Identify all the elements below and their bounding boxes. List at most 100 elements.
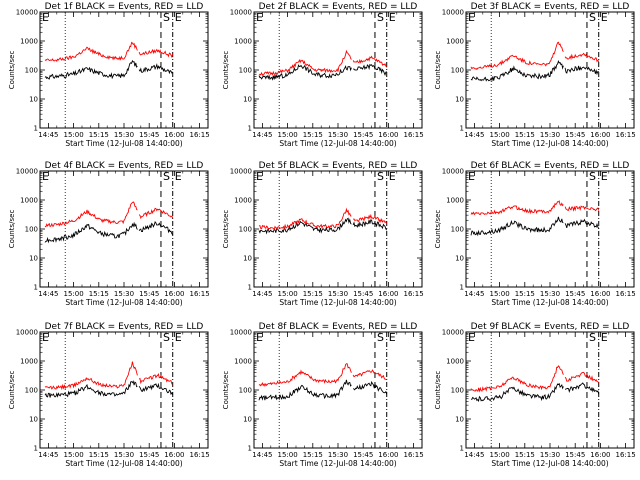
x-tick-label: 15:45 [565, 451, 585, 459]
y-tick-label: 100 [25, 67, 38, 75]
panel-3: Det 3f BLACK = Events, RED = LLD 1 10 100 10… [434, 2, 636, 148]
lld-series-line [44, 41, 138, 62]
x-tick-label: 15:00 [278, 451, 298, 459]
x-tick-label: 15:30 [328, 451, 348, 459]
y-tick-label: 10 [455, 255, 464, 263]
y-tick-label: 100 [25, 387, 38, 395]
marker-label-S: S [377, 11, 384, 24]
x-tick-label: 14:45 [252, 131, 272, 139]
y-tick-label: 10 [455, 96, 464, 104]
x-axis-label: Start Time (12-Jul-08 14:40:00) [65, 139, 182, 148]
x-tick-label: 15:00 [490, 290, 510, 298]
y-tick-label: 10 [243, 96, 252, 104]
marker-label-E: E [175, 170, 182, 183]
panel-1: Det 1f BLACK = Events, RED = LLD 1 10 100 10… [8, 2, 210, 148]
events-series-line [258, 379, 352, 401]
x-tick-label: 15:30 [114, 131, 134, 139]
marker-label-E: E [601, 331, 608, 344]
x-axis-label: Start Time (12-Jul-08 14:40:00) [279, 298, 396, 307]
x-tick-label: 15:15 [515, 131, 535, 139]
panel-title: Det 7f BLACK = Events, RED = LLD [45, 322, 204, 332]
lld-series-line [44, 361, 138, 391]
lld-series-line [352, 55, 388, 68]
x-tick-label: 14:45 [38, 451, 58, 459]
x-tick-label: 16:00 [378, 451, 398, 459]
x-axis-label: Start Time (12-Jul-08 14:40:00) [491, 298, 608, 307]
x-tick-label: 15:00 [278, 131, 298, 139]
events-series-line [352, 219, 388, 231]
events-series-line [44, 221, 138, 244]
y-tick-label: 10000 [442, 329, 464, 337]
events-series-line [138, 63, 174, 75]
x-tick-label: 16:00 [378, 131, 398, 139]
y-tick-label: 100 [239, 226, 252, 234]
events-series-line [470, 382, 564, 403]
x-tick-label: 16:00 [164, 451, 184, 459]
lld-series-line [138, 373, 173, 385]
x-tick-label: 15:00 [278, 290, 298, 298]
marker-label-S: S [377, 331, 384, 344]
lld-series-line [564, 205, 600, 212]
marker-label-S: S [589, 11, 596, 24]
x-tick-label: 16:15 [190, 451, 210, 459]
events-series-line [564, 65, 599, 76]
x-tick-label: 15:45 [565, 131, 585, 139]
marker-label-E: E [601, 170, 608, 183]
lld-series-line [353, 213, 388, 225]
panel-9: Det 9f BLACK = Events, RED = LLD 1 10 100 10… [434, 322, 636, 468]
x-axis-label: Start Time (12-Jul-08 14:40:00) [279, 459, 396, 468]
x-tick-label: 16:00 [164, 290, 184, 298]
marker-label-S: S [589, 170, 596, 183]
marker-label-E: E [389, 331, 396, 344]
y-tick-label: 1000 [20, 197, 38, 205]
marker-label-S: S [163, 11, 170, 24]
y-tick-label: 1 [460, 445, 464, 453]
x-tick-label: 14:45 [464, 131, 484, 139]
y-axis-label: Counts/sec [8, 210, 16, 249]
y-tick-label: 1 [248, 445, 252, 453]
x-tick-label: 15:30 [540, 131, 560, 139]
x-tick-label: 16:00 [378, 290, 398, 298]
x-axis-label: Start Time (12-Jul-08 14:40:00) [491, 459, 608, 468]
y-tick-label: 100 [451, 226, 464, 234]
events-series-line [44, 59, 138, 80]
marker-label-S: S [377, 170, 384, 183]
x-tick-label: 16:00 [590, 290, 610, 298]
x-tick-label: 15:15 [89, 290, 109, 298]
marker-label-E: E [256, 11, 263, 24]
y-tick-label: 100 [239, 387, 252, 395]
x-tick-label: 15:15 [515, 290, 535, 298]
y-tick-label: 10 [29, 416, 38, 424]
y-tick-label: 1000 [446, 38, 464, 46]
x-axis-label: Start Time (12-Jul-08 14:40:00) [491, 139, 608, 148]
x-tick-label: 16:15 [404, 290, 424, 298]
panel-title: Det 3f BLACK = Events, RED = LLD [471, 2, 630, 12]
panel-title: Det 4f BLACK = Events, RED = LLD [45, 161, 204, 171]
lld-series-line [258, 207, 352, 231]
y-tick-label: 10000 [230, 168, 252, 176]
y-tick-label: 1000 [20, 38, 38, 46]
x-tick-label: 15:45 [139, 131, 159, 139]
x-tick-label: 15:15 [303, 131, 323, 139]
panel-6: Det 6f BLACK = Events, RED = LLD 1 10 100 10… [434, 161, 636, 307]
y-tick-label: 1000 [234, 38, 252, 46]
x-tick-label: 15:30 [114, 290, 134, 298]
x-tick-label: 15:45 [139, 451, 159, 459]
marker-label-S: S [589, 331, 596, 344]
x-tick-label: 16:15 [616, 451, 636, 459]
x-tick-label: 15:30 [328, 290, 348, 298]
x-tick-label: 15:45 [353, 131, 373, 139]
y-tick-label: 100 [25, 226, 38, 234]
x-tick-label: 15:00 [64, 451, 84, 459]
y-tick-label: 1000 [446, 197, 464, 205]
x-tick-label: 15:45 [353, 290, 373, 298]
y-tick-label: 10000 [230, 9, 252, 17]
events-series-line [564, 382, 600, 395]
lld-series-line [470, 365, 564, 393]
events-series-line [258, 217, 352, 235]
events-series-line [470, 216, 564, 237]
y-axis-label: Counts/sec [8, 371, 16, 410]
lld-series-line [564, 52, 600, 63]
panel-title: Det 6f BLACK = Events, RED = LLD [471, 161, 630, 171]
panel-title: Det 2f BLACK = Events, RED = LLD [259, 2, 418, 12]
